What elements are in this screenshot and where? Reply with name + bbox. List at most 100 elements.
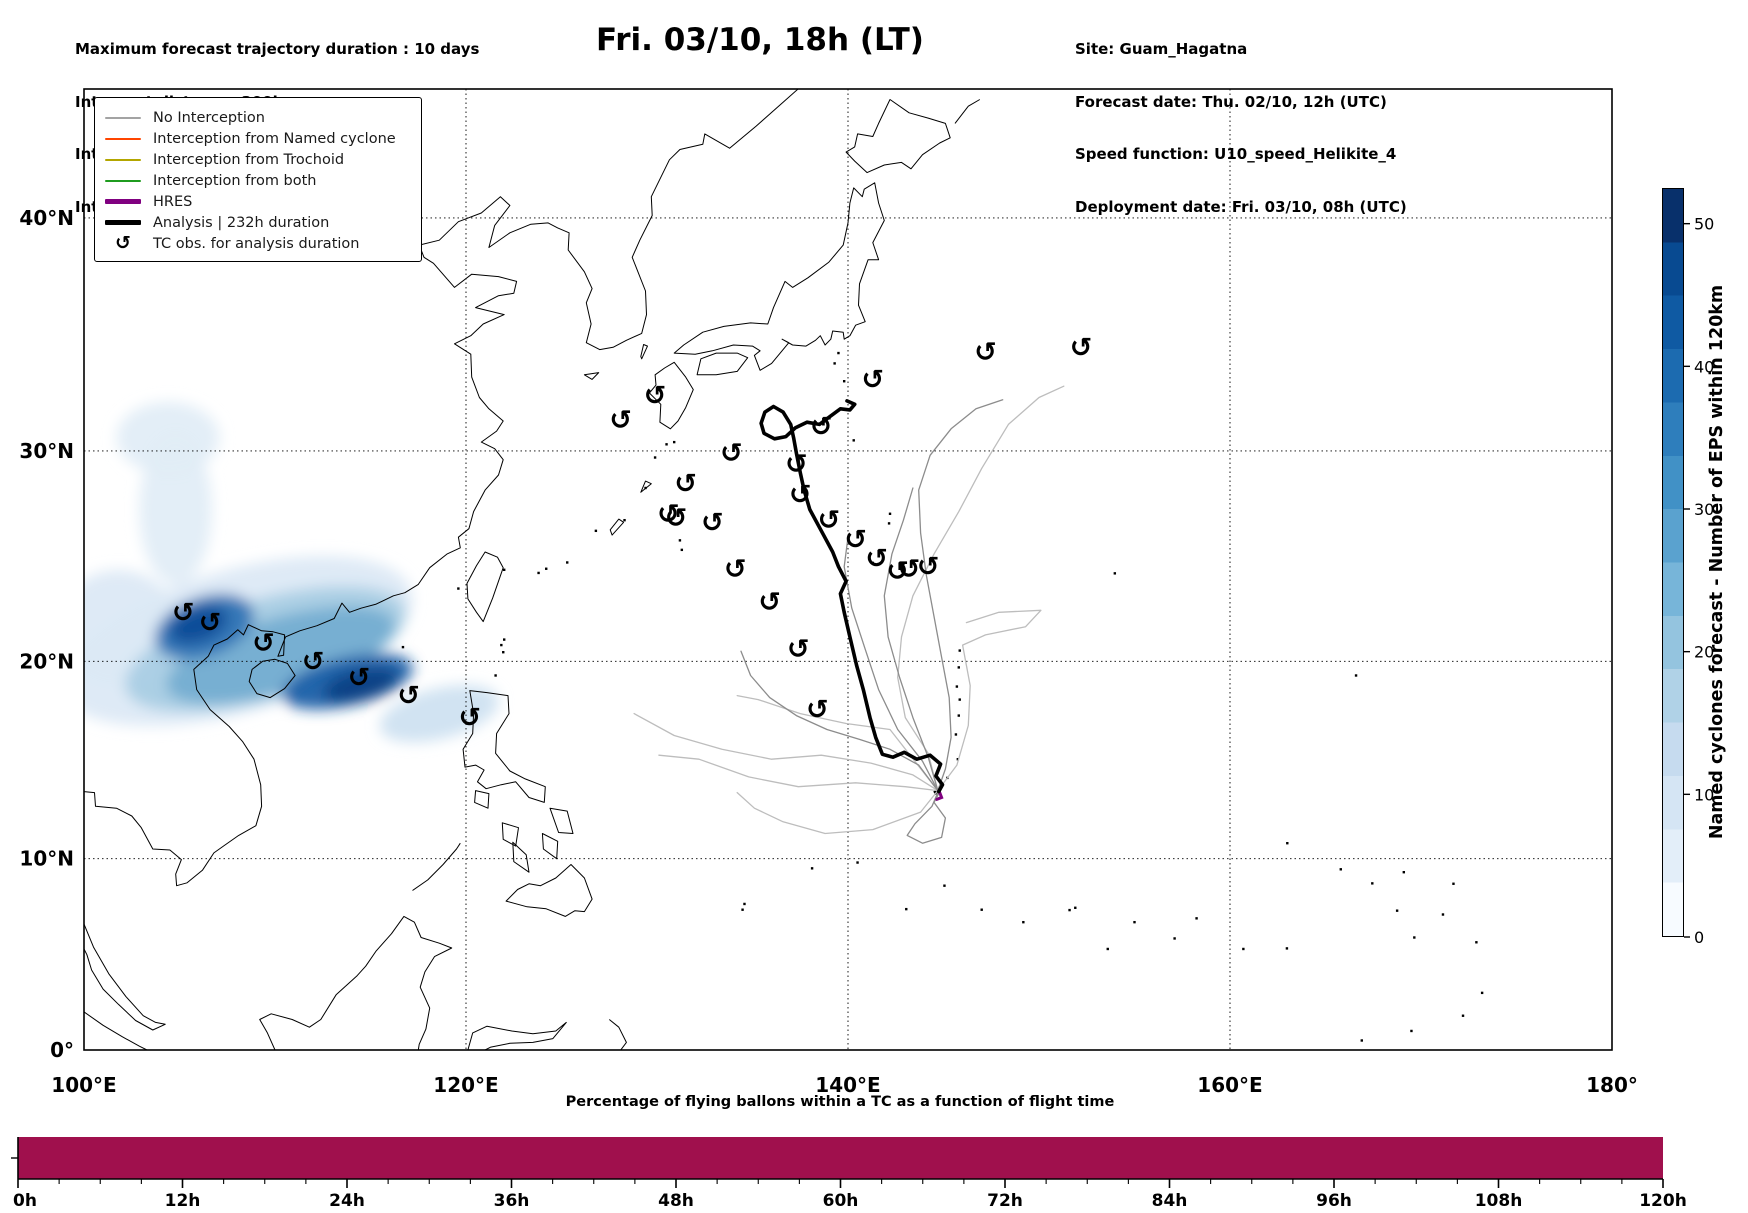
tc-obs-cyclone-icon: ↺ <box>810 412 833 443</box>
deployment-date-line: Deployment date: Fri. 03/10, 08h (UTC) <box>1075 197 1407 216</box>
bottom-tick-label: 60h <box>823 1191 859 1211</box>
tc-obs-cyclone-icon: ↺ <box>459 703 482 734</box>
speed-function-line: Speed function: U10_speed_Helikite_4 <box>1075 145 1397 163</box>
bottom-tick-label: 12h <box>165 1191 201 1211</box>
island-dot <box>888 512 892 515</box>
ensemble-trajectory <box>658 754 939 792</box>
figure-title: Fri. 03/10, 18h (LT) <box>596 22 924 58</box>
tc-obs-cyclone-icon: ↺ <box>348 662 371 693</box>
tc-obs-cyclone-icon: ↺ <box>862 364 885 395</box>
analysis-trajectory <box>759 399 945 794</box>
island-dot <box>545 567 548 570</box>
bottom-tick-label: 108h <box>1475 1191 1523 1211</box>
island-dot <box>503 638 506 641</box>
purple-line-swatch <box>105 199 141 204</box>
tc-obs-cyclone-icon: ↺ <box>758 587 781 618</box>
tc-obs-cyclone-icon: ↺ <box>865 543 888 574</box>
ensemble-trajectory <box>843 536 939 792</box>
legend-item-no-interception: No Interception <box>105 107 411 128</box>
ensemble-trajectory <box>633 712 939 792</box>
coastline <box>549 807 574 834</box>
coastline <box>541 833 559 860</box>
legend-box: No Interception Interception from Named … <box>94 97 422 262</box>
tc-obs-cyclone-icon: ↺ <box>199 608 222 639</box>
green-line-swatch <box>105 179 141 182</box>
tc-obs-cyclone-icon: ↺ <box>701 507 724 538</box>
lon-tick-label: 120°E <box>433 1073 498 1097</box>
island-dot <box>1285 947 1289 950</box>
island-dot <box>665 443 668 446</box>
coastline <box>462 690 546 803</box>
bottom-tick-label: 72h <box>987 1191 1023 1211</box>
island-dot <box>1195 917 1198 920</box>
legend-item-both: Interception from both <box>105 170 411 191</box>
coastline <box>640 344 648 360</box>
olive-line-swatch <box>105 158 141 161</box>
coastline <box>84 1011 148 1050</box>
island-dot <box>644 486 647 490</box>
island-dot <box>943 884 946 887</box>
bottom-tick-label: 84h <box>1152 1191 1188 1211</box>
island-dot <box>1113 572 1117 575</box>
coastline <box>512 841 530 873</box>
colorbar-tick-label: 40 <box>1694 357 1714 376</box>
island-dot <box>1452 882 1455 885</box>
island-dot <box>653 456 657 459</box>
island-dot <box>1413 936 1416 939</box>
coastline <box>648 361 694 430</box>
tc-obs-cyclone-icon: ↺ <box>665 503 688 534</box>
ensemble-trajectory <box>740 650 939 792</box>
lat-tick-label: 20°N <box>19 649 74 673</box>
lat-tick-label: 10°N <box>19 847 74 871</box>
tc-obs-cyclone-icon: ↺ <box>252 628 275 659</box>
bottom-tick-label: 48h <box>658 1191 694 1211</box>
coastline <box>954 99 981 124</box>
colorbar-tick-label: 10 <box>1694 785 1714 804</box>
percentage-bar <box>18 1137 1663 1179</box>
tc-obs-cyclone-icon: ↺ <box>785 449 808 480</box>
island-dot <box>401 645 405 649</box>
site-info-header: Site: Guam_Hagatna Forecast date: Thu. 0… <box>1075 6 1407 234</box>
tc-obs-cyclone-icon: ↺ <box>720 438 743 469</box>
island-dot <box>871 561 875 565</box>
island-dot <box>887 522 891 525</box>
island-dot <box>1286 841 1289 845</box>
island-dot <box>1402 870 1406 874</box>
coastline <box>466 551 504 623</box>
tc-obs-cyclone-icon: ↺ <box>724 554 747 585</box>
island-dot <box>1461 1014 1465 1017</box>
bottom-tick-label: 36h <box>494 1191 530 1211</box>
island-dot <box>958 698 961 701</box>
gray-line-swatch <box>105 116 141 119</box>
legend-item-tc-obs: ↺ TC obs. for analysis duration <box>105 233 411 254</box>
ensemble-trajectory <box>736 789 939 835</box>
coastline <box>467 1021 567 1050</box>
forecast-date-line: Forecast date: Thu. 02/10, 12h (UTC) <box>1075 92 1387 111</box>
coastline <box>845 99 951 174</box>
coastline <box>259 915 453 1050</box>
island-dot <box>1074 906 1077 909</box>
max-duration-line: Maximum forecast trajectory duration : 1… <box>75 40 480 58</box>
island-dot <box>494 674 497 677</box>
tc-obs-cyclone-icon: ↺ <box>789 479 812 510</box>
coastline <box>84 923 166 1031</box>
bottom-tick-label: 96h <box>1316 1191 1352 1211</box>
tc-obs-cyclone-icon: ↺ <box>674 469 697 500</box>
site-line: Site: Guam_Hagatna <box>1075 40 1248 58</box>
hres-trajectory <box>935 791 944 801</box>
tc-obs-cyclone-icon: ↺ <box>397 681 420 712</box>
coastline <box>583 372 600 380</box>
map-area: ↺ ↺↺↺↺↺↺↺↺↺↺↺↺ ↺↺↺↺↺↺↺↺↺↺↺↺↺↺↺↺ ↺ <box>84 89 1612 1050</box>
coastline <box>248 658 296 699</box>
island-dot <box>956 757 960 761</box>
tc-obs-cyclone-icon: ↺ <box>844 524 867 555</box>
island-dot <box>680 548 684 552</box>
island-dot <box>837 351 840 355</box>
island-dot <box>852 439 855 442</box>
lon-tick-label: 160°E <box>1197 1073 1262 1097</box>
island-dot <box>1371 882 1374 885</box>
lat-tick-label: 30°N <box>19 439 74 463</box>
tc-obs-cyclone-icon: ↺ <box>917 552 940 583</box>
lon-tick-label: 180° <box>1586 1073 1638 1097</box>
